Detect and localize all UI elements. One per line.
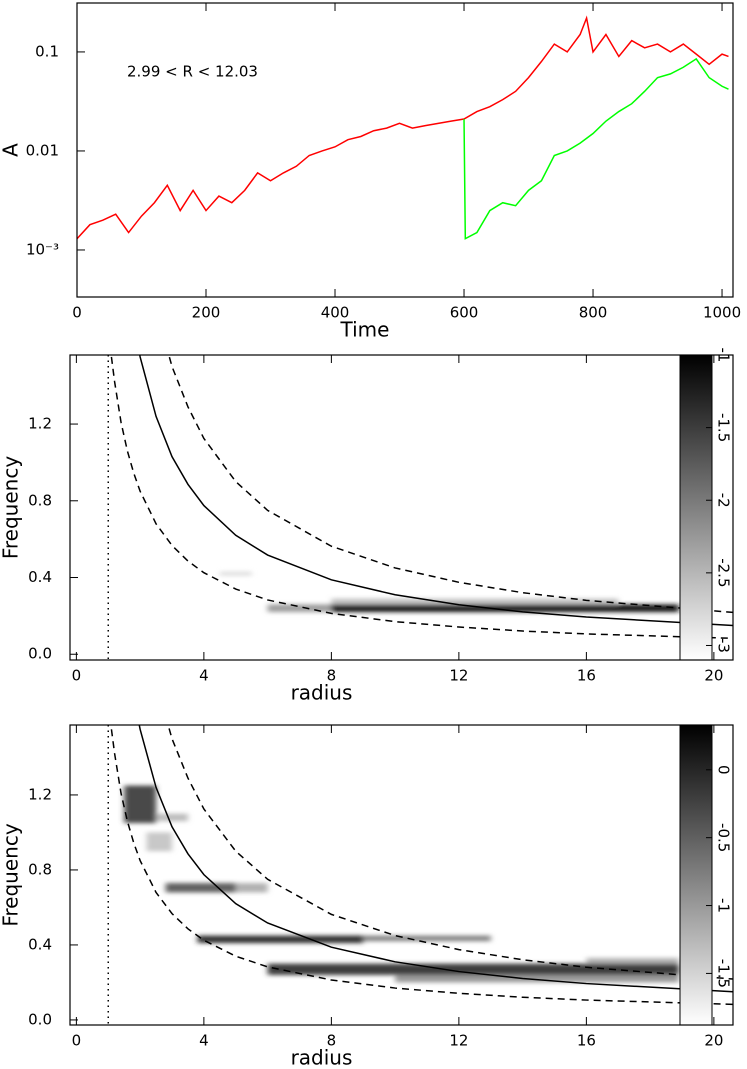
heatmap-cell xyxy=(267,604,332,613)
y-tick-label: 0.0 xyxy=(28,645,52,663)
x-tick-label: 8 xyxy=(327,667,337,685)
colorbar-tick-label: -1 xyxy=(715,898,733,913)
plot-frame xyxy=(69,724,734,1026)
plot-area xyxy=(107,725,733,1025)
y-axis-title: Frequency xyxy=(0,456,23,559)
colorbar-tick-label: 0 xyxy=(715,765,733,775)
x-axis-title: radius xyxy=(291,1046,353,1066)
heatmap-cell xyxy=(146,832,172,852)
curve xyxy=(110,356,733,640)
y-axis-title: Frequency xyxy=(0,823,23,926)
heatmap-cell xyxy=(235,883,268,893)
heatmap-cell xyxy=(395,974,679,983)
heatmap-cell xyxy=(156,813,188,822)
colorbar-tick-label: -1.5 xyxy=(715,959,733,988)
colorbar-tick-label: -1.5 xyxy=(715,413,733,442)
x-axis-title: Time xyxy=(340,318,390,342)
colorbar xyxy=(679,354,713,661)
x-tick-label: 4 xyxy=(199,1032,209,1050)
heatmap-cell xyxy=(197,935,364,944)
y-tick-label: 0.4 xyxy=(28,568,52,586)
heatmap-cell xyxy=(219,571,252,576)
x-tick-label: 16 xyxy=(577,1032,596,1050)
x-tick-label: 400 xyxy=(321,304,350,322)
heatmap-cell xyxy=(331,604,679,613)
x-tick-label: 0 xyxy=(72,667,82,685)
x-tick-label: 200 xyxy=(192,304,221,322)
x-tick-label: 16 xyxy=(577,667,596,685)
x-tick-label: 600 xyxy=(450,304,479,322)
curve xyxy=(167,725,733,980)
data-line xyxy=(77,15,729,240)
x-axis-title: radius xyxy=(291,681,353,705)
y-axis-title: A xyxy=(0,143,23,157)
x-tick-label: 8 xyxy=(327,1032,337,1050)
curve xyxy=(110,729,733,1006)
x-tick-label: 12 xyxy=(449,667,468,685)
plot-frame xyxy=(76,2,734,298)
colorbar-tick-label: -2 xyxy=(715,493,733,508)
curve xyxy=(168,355,733,614)
x-tick-label: 4 xyxy=(199,667,209,685)
heatmap-cell xyxy=(586,958,679,964)
heatmap-cell xyxy=(267,963,679,975)
x-tick-label: 0 xyxy=(72,304,82,322)
colorbar-tick-label: -2.5 xyxy=(715,558,733,587)
colorbar-tick-label: -0.5 xyxy=(715,823,733,852)
x-tick-label: 800 xyxy=(579,304,608,322)
y-tick-label: 10⁻³ xyxy=(26,240,59,258)
y-tick-label: 1.2 xyxy=(28,785,52,803)
curve xyxy=(138,725,733,993)
y-tick-label: 0.0 xyxy=(28,1010,52,1028)
plot-area xyxy=(107,355,733,660)
y-tick-label: 0.8 xyxy=(28,860,52,878)
heatmap-cell xyxy=(165,883,236,893)
y-tick-label: 0.01 xyxy=(26,141,59,159)
curve xyxy=(138,355,733,627)
heatmap xyxy=(124,785,679,983)
heatmap-cell xyxy=(363,935,491,942)
x-tick-label: 12 xyxy=(449,1032,468,1050)
heatmap-cell xyxy=(331,598,619,605)
data-line xyxy=(463,57,729,240)
y-tick-label: 0.4 xyxy=(28,935,52,953)
x-tick-label: 1000 xyxy=(703,304,741,322)
plot-area xyxy=(77,15,729,240)
y-tick-label: 1.2 xyxy=(28,415,52,433)
plot-frame xyxy=(69,354,734,661)
colorbar-tick-label: -3 xyxy=(715,638,733,653)
y-tick-label: 0.8 xyxy=(28,491,52,509)
heatmap-cell xyxy=(124,785,157,824)
x-tick-label: 20 xyxy=(704,667,723,685)
annotation: 2.99 < R < 12.03 xyxy=(127,63,258,81)
heatmap xyxy=(219,571,679,613)
x-tick-label: 0 xyxy=(72,1032,82,1050)
x-tick-label: 20 xyxy=(704,1032,723,1050)
y-tick-label: 0.1 xyxy=(35,42,59,60)
